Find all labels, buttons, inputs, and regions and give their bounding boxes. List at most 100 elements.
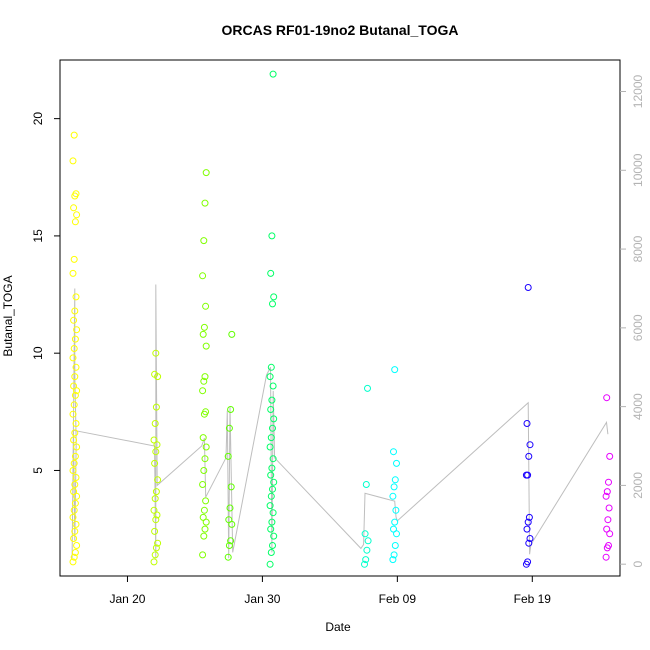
data-point <box>391 518 399 526</box>
data-point <box>70 535 78 542</box>
data-point <box>362 481 370 488</box>
flight-series-6 <box>361 384 372 568</box>
data-point <box>69 513 77 521</box>
data-point <box>225 542 233 549</box>
data-point <box>199 434 207 442</box>
data-point <box>269 509 277 517</box>
data-point <box>269 382 277 390</box>
data-point <box>200 506 208 514</box>
data-point <box>152 448 160 456</box>
data-point <box>199 481 207 488</box>
flight-series-2 <box>150 349 162 566</box>
data-point <box>150 436 158 444</box>
data-point <box>199 272 207 280</box>
y2-tick-label: 0 <box>631 561 645 568</box>
data-point <box>392 506 400 514</box>
data-point <box>152 488 160 496</box>
data-point <box>70 382 78 390</box>
data-point <box>391 542 399 549</box>
data-point <box>267 549 275 556</box>
data-point <box>69 157 77 165</box>
data-point <box>200 467 208 474</box>
data-point <box>200 377 208 385</box>
data-point <box>71 549 79 556</box>
data-point <box>70 316 78 324</box>
flight-series-1 <box>69 131 81 566</box>
data-point <box>266 373 274 381</box>
data-point <box>361 530 369 538</box>
data-point <box>363 546 371 554</box>
data-point <box>71 335 79 343</box>
data-point <box>202 169 210 177</box>
data-point <box>603 488 611 496</box>
data-point <box>70 553 78 561</box>
y-tick-label: 10 <box>31 346 45 360</box>
data-point <box>602 553 610 561</box>
data-point <box>202 408 210 416</box>
data-point <box>269 300 276 308</box>
data-point <box>154 539 162 547</box>
data-point <box>70 255 78 263</box>
data-point <box>202 342 210 350</box>
data-point <box>225 516 233 524</box>
data-point <box>151 551 159 559</box>
y2-tick-label: 10000 <box>631 153 645 187</box>
data-point <box>227 483 235 491</box>
data-point <box>152 544 160 552</box>
data-point <box>72 420 80 427</box>
data-point <box>525 539 533 547</box>
data-point <box>69 410 77 418</box>
data-point <box>391 366 399 374</box>
plot-frame <box>59 59 621 577</box>
data-point <box>151 527 159 535</box>
data-point <box>70 436 78 444</box>
data-point <box>154 476 162 484</box>
data-point <box>201 373 209 381</box>
data-point <box>69 354 77 362</box>
data-point <box>364 384 371 392</box>
flight-series-5 <box>266 70 278 568</box>
data-point <box>270 532 278 540</box>
flight-series-4 <box>224 330 236 561</box>
y2-tick-label: 8000 <box>631 235 645 262</box>
data-point <box>202 302 210 310</box>
data-point <box>228 330 236 338</box>
data-point <box>226 504 234 512</box>
data-point <box>268 464 276 472</box>
data-point <box>602 492 610 500</box>
data-point <box>390 448 397 456</box>
data-point <box>227 406 235 413</box>
data-point <box>227 537 235 545</box>
flight-series-8 <box>522 284 534 568</box>
data-point <box>72 520 80 528</box>
data-point <box>270 415 278 423</box>
data-point <box>267 525 275 533</box>
data-point <box>523 525 531 533</box>
y2-tick-label: 2000 <box>631 472 645 499</box>
data-point <box>225 424 233 432</box>
data-point <box>603 525 611 533</box>
data-point <box>390 551 398 559</box>
data-point <box>199 387 207 395</box>
y2-tick-label: 4000 <box>631 393 645 420</box>
data-point <box>73 443 81 451</box>
data-point <box>390 483 398 491</box>
data-point <box>605 504 613 512</box>
data-point <box>270 293 278 301</box>
data-point <box>523 420 531 427</box>
data-point <box>267 269 275 277</box>
data-point <box>71 452 79 460</box>
data-point <box>151 459 159 467</box>
data-point <box>266 560 274 568</box>
x-tick-label: Jan 20 <box>109 592 145 606</box>
data-point <box>362 556 370 564</box>
chart-title: ORCAS RF01-19no2 Butanal_TOGA <box>221 22 458 38</box>
data-point <box>267 363 275 371</box>
data-point <box>73 211 81 219</box>
data-points-layer <box>69 70 614 568</box>
data-point <box>605 478 612 486</box>
data-point <box>71 527 79 535</box>
y-tick-label: 20 <box>31 112 45 126</box>
data-point <box>606 452 614 460</box>
